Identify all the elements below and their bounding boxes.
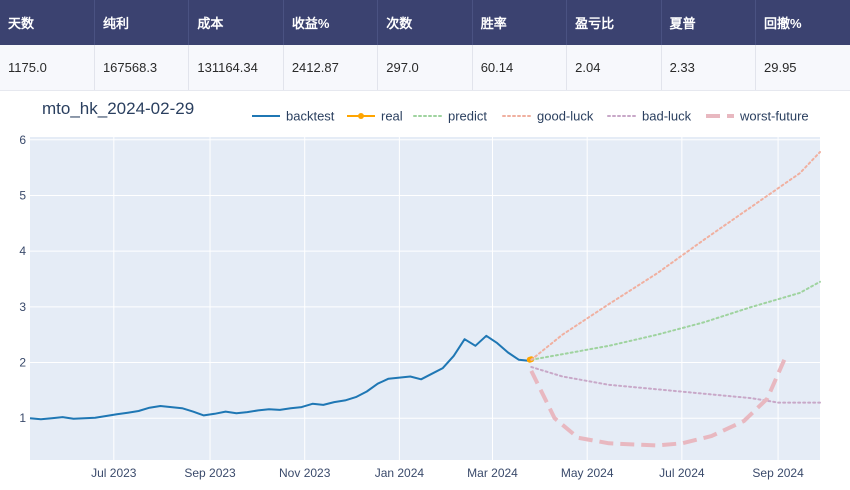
x-tick-label: Jul 2023 (91, 466, 137, 480)
legend-item-predict[interactable]: predict (413, 109, 487, 124)
y-tick-label: 2 (19, 356, 26, 370)
legend-label: real (381, 109, 403, 124)
legend-item-backtest[interactable]: backtest (252, 109, 335, 124)
series-good-luck (530, 151, 821, 361)
legend-label: good-luck (537, 109, 594, 124)
header-profit-loss-ratio: 盈亏比 (566, 0, 662, 45)
value-win-rate: 60.14 (472, 45, 568, 91)
series-bad-luck (530, 366, 821, 404)
legend-item-good-luck[interactable]: good-luck (502, 109, 594, 124)
plot-area (30, 137, 820, 460)
x-tick-label: Jul 2024 (659, 466, 705, 480)
header-drawdown-pct: 回撤% (755, 0, 850, 45)
value-drawdown-pct: 29.95 (755, 45, 850, 91)
x-tick-label: Sep 2024 (752, 466, 804, 480)
x-tick-label: Nov 2023 (279, 466, 331, 480)
header-sharpe: 夏普 (661, 0, 757, 45)
x-tick-label: Sep 2023 (184, 466, 236, 480)
header-net-profit: 纯利 (94, 0, 190, 45)
header-win-rate: 胜率 (472, 0, 568, 45)
y-tick-label: 4 (19, 244, 26, 258)
y-tick-label: 6 (19, 133, 26, 147)
series-lines (29, 151, 821, 448)
header-cost: 成本 (188, 0, 284, 45)
x-tick-label: Jan 2024 (375, 466, 425, 480)
legend-item-real[interactable]: real (347, 109, 403, 124)
value-net-profit: 167568.3 (94, 45, 190, 91)
value-cost: 131164.34 (188, 45, 284, 91)
header-return-pct: 收益% (283, 0, 379, 45)
series-predict (530, 280, 821, 361)
header-days: 天数 (0, 0, 95, 45)
legend-label: bad-luck (642, 109, 692, 124)
value-return-pct: 2412.87 (283, 45, 379, 91)
x-tick-label: May 2024 (561, 466, 614, 480)
legend-label: predict (448, 109, 487, 124)
equity-chart: mto_hk_2024-02-29 1 2 3 4 5 6 Jul 2023 Sep 2023… (19, 99, 821, 480)
y-tick-label: 5 (19, 188, 26, 202)
legend-marker (358, 113, 364, 119)
axis-ticks: 1 2 3 4 5 6 Jul 2023 Sep 2023 Nov 2023 Jan 2024 Ma… (19, 133, 804, 480)
header-trades: 次数 (377, 0, 473, 45)
chart-legend[interactable]: backtest real predict good-luck bad-luck wors… (252, 109, 809, 124)
x-tick-label: Mar 2024 (467, 466, 518, 480)
y-tick-label: 1 (19, 411, 26, 425)
chart-title: mto_hk_2024-02-29 (42, 99, 194, 118)
y-tick-label: 3 (19, 300, 26, 314)
stats-value-row: 1175.0 167568.3 131164.34 2412.87 297.0 … (0, 45, 850, 91)
legend-item-worst-future[interactable]: worst-future (706, 109, 809, 124)
value-sharpe: 2.33 (661, 45, 757, 91)
value-days: 1175.0 (0, 45, 95, 91)
series-worst-future (529, 358, 787, 448)
legend-item-bad-luck[interactable]: bad-luck (607, 109, 692, 124)
value-profit-loss-ratio: 2.04 (566, 45, 662, 91)
value-trades: 297.0 (377, 45, 473, 91)
legend-label: worst-future (739, 109, 809, 124)
legend-label: backtest (286, 109, 335, 124)
series-backtest (29, 334, 530, 421)
stats-header-row: 天数 纯利 成本 收益% 次数 胜率 盈亏比 夏普 回撤% (0, 0, 850, 45)
stats-table: 天数 纯利 成本 收益% 次数 胜率 盈亏比 夏普 回撤% 1175.0 167… (0, 0, 850, 91)
